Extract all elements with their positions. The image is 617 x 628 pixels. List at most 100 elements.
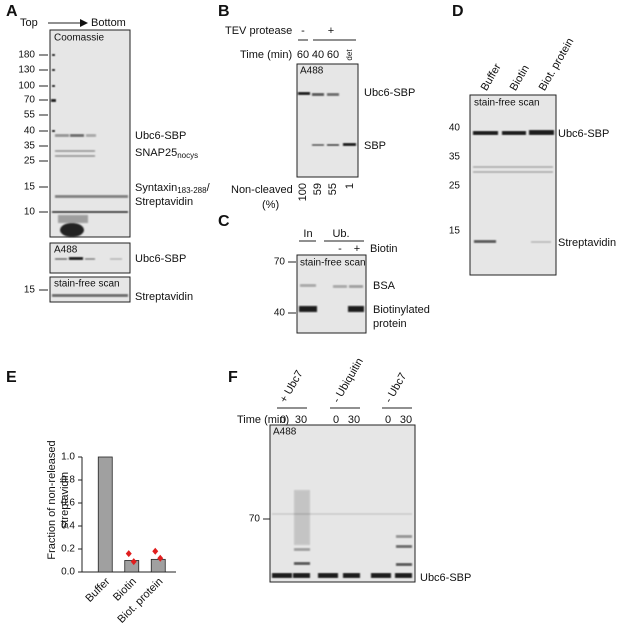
time: 40	[312, 49, 324, 61]
condition: - Ubiquitin	[331, 356, 366, 405]
panel-label: F	[228, 369, 238, 386]
band-label: SBP	[364, 140, 386, 152]
replicate-point	[152, 547, 159, 555]
time: 0	[333, 414, 339, 426]
y-tick-label: 0.0	[61, 567, 75, 578]
bands	[272, 490, 412, 578]
y-tick-label: 0.2	[61, 544, 75, 555]
band-label: Ubc6-SBP	[364, 87, 415, 99]
bands	[473, 130, 554, 243]
gel-label: A488	[300, 66, 324, 77]
marker: 70	[24, 95, 36, 106]
condition: +	[328, 25, 334, 37]
time: 60	[327, 49, 339, 61]
time: 60	[297, 49, 309, 61]
panel-label: B	[218, 3, 230, 20]
condition: TEV protease	[225, 25, 292, 37]
condition: -	[338, 243, 342, 255]
gel-label: stain-free scan	[474, 98, 540, 109]
x-tick-label: Buffer	[83, 575, 112, 604]
marker: 35	[449, 152, 461, 163]
bands	[55, 257, 122, 260]
row-label: (%)	[262, 199, 279, 211]
time: 30	[348, 414, 360, 426]
marker: 40	[274, 308, 286, 319]
band-label: Biotinylated	[373, 304, 430, 316]
panel-label: A	[6, 3, 18, 20]
gel-label: stain-free scan	[54, 279, 120, 290]
time: 0	[385, 414, 391, 426]
panel-label: D	[452, 3, 464, 20]
y-axis-label: Fraction of non-released	[46, 440, 58, 559]
lane-label: Biot. protein	[537, 36, 577, 93]
band-label-main: SNAP25	[135, 147, 177, 159]
y-axis-label: streptavidin	[59, 472, 71, 528]
y-tick-label: 1.0	[61, 452, 75, 463]
replicate-point	[130, 558, 137, 566]
lane-group: In	[303, 228, 312, 240]
marker: 15	[449, 226, 461, 237]
condition: Biotin	[370, 243, 398, 255]
marker: 35	[24, 141, 36, 152]
gel-label: A488	[273, 427, 297, 438]
direction-bottom: Bottom	[91, 17, 126, 29]
gel	[269, 424, 416, 583]
slash: /	[207, 182, 211, 194]
panel-label: E	[6, 369, 17, 386]
marker: 40	[449, 123, 461, 134]
time: 30	[295, 414, 307, 426]
band-label: Streptavidin	[135, 196, 193, 208]
bands	[51, 54, 128, 237]
y-tick-label: 0.4	[61, 521, 75, 532]
replicate-point	[125, 550, 132, 558]
y-tick-label: 0.8	[61, 475, 75, 486]
gel-label: A488	[54, 245, 78, 256]
band-label: Streptavidin	[558, 237, 616, 249]
condition: + Ubc7	[278, 368, 306, 404]
marker: 10	[24, 207, 36, 218]
time: 0	[280, 414, 286, 426]
y-tick-label: 0.6	[61, 498, 75, 509]
replicate-point	[157, 554, 164, 562]
time: 30	[400, 414, 412, 426]
marker-ticks	[39, 54, 48, 213]
band-label: SNAP25nocys	[135, 147, 198, 160]
marker: 25	[24, 156, 36, 167]
time: det	[345, 49, 354, 61]
gel-label: stain-free scan	[300, 258, 366, 269]
band-label-main: Syntaxin	[135, 182, 177, 194]
subscript: 183-288	[177, 186, 207, 195]
band-label: protein	[373, 318, 407, 330]
band-label: Streptavidin	[135, 291, 193, 303]
marker: 70	[249, 514, 261, 525]
gel	[296, 63, 359, 178]
arrow-head	[80, 19, 88, 27]
percent: 100	[297, 183, 309, 201]
marker: 25	[449, 181, 461, 192]
band	[52, 294, 128, 297]
subscript: nocys	[177, 151, 198, 160]
band-label: BSA	[373, 280, 396, 292]
band-label: Ubc6-SBP	[420, 572, 471, 584]
band-label: Ubc6-SBP	[135, 253, 186, 265]
band-label: Ubc6-SBP	[135, 130, 186, 142]
marker: 180	[18, 50, 35, 61]
bar	[150, 558, 166, 573]
gel	[469, 94, 557, 276]
band-label: Syntaxin183-288/	[135, 182, 211, 195]
bands	[298, 92, 356, 146]
panel-label: C	[218, 213, 230, 230]
marker: 40	[24, 126, 36, 137]
percent: 1	[344, 183, 356, 189]
marker: 100	[18, 81, 35, 92]
lane-label: Buffer	[479, 61, 504, 93]
bands	[299, 284, 364, 312]
percent: 55	[327, 183, 339, 195]
row-label: Time (min)	[240, 49, 292, 61]
gel	[49, 29, 131, 238]
bar	[97, 456, 113, 573]
row-label: Time (min)	[237, 414, 289, 426]
lane-group: Ub.	[332, 228, 349, 240]
row-label: Non-cleaved	[231, 184, 293, 196]
band-label: Ubc6-SBP	[558, 128, 609, 140]
